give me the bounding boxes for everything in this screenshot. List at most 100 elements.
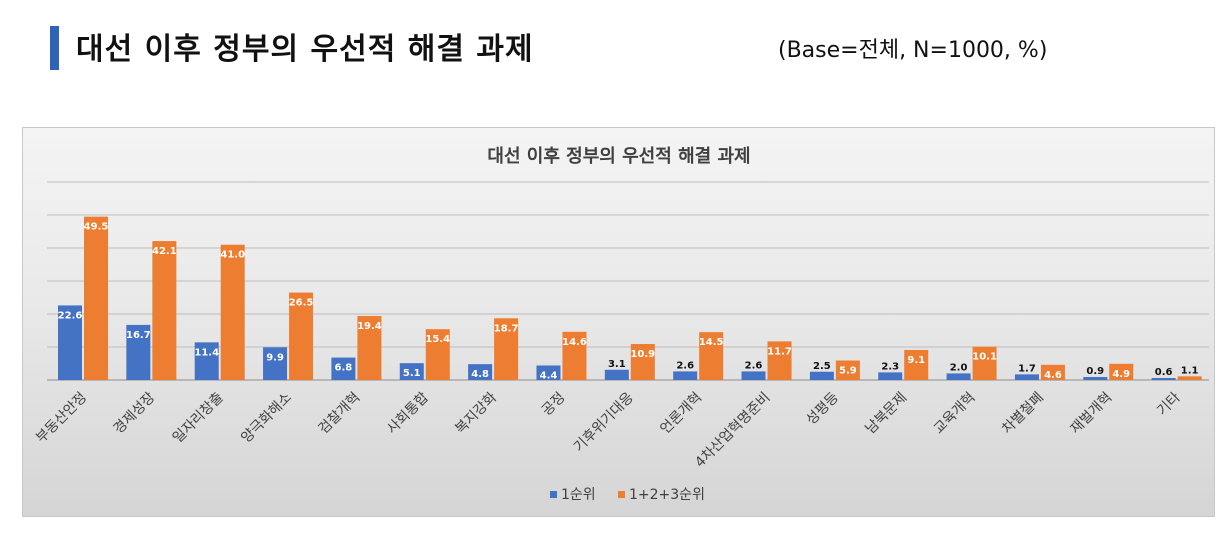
bar-rank123-11 <box>767 341 792 380</box>
data-label: 1.1 <box>1181 365 1199 376</box>
bar-rank1-4 <box>263 347 288 380</box>
bar-rank1-8 <box>536 365 561 380</box>
data-label: 16.7 <box>126 330 151 341</box>
data-label: 22.6 <box>58 310 83 321</box>
tick-label: 기타 <box>1154 389 1184 419</box>
bar-rank123-3 <box>220 244 245 380</box>
data-label: 4.8 <box>471 369 489 380</box>
data-label: 9.1 <box>907 355 925 366</box>
data-label: 5.9 <box>839 366 857 377</box>
data-label: 5.1 <box>403 368 421 379</box>
base-note: (Base=전체, N=1000, %) <box>778 38 1048 63</box>
bar-rank1-14 <box>946 373 971 380</box>
legend-swatch <box>550 491 557 498</box>
bar-rank123-5 <box>357 315 382 380</box>
bar-rank1-5 <box>331 357 356 380</box>
tick-label: 검찰개혁 <box>316 390 364 438</box>
legend-label: 1순위 <box>561 487 596 503</box>
bar-rank1-16 <box>1083 377 1108 380</box>
chart-area: 대선 이후 정부의 우선적 해결 과제 22.6 49.5 16.7 42.1 11.4… <box>22 127 1215 517</box>
bar-rank1-11 <box>741 371 766 380</box>
data-label: 9.9 <box>266 352 284 363</box>
bar-rank1-9 <box>604 369 629 380</box>
category-tick-labels: 부동산안정 경제성장 일자리창출 양극화해소 검찰개혁 사회통합 복지강화 공정 기후위기대응 언… <box>33 389 1184 470</box>
data-label: 0.9 <box>1086 366 1104 377</box>
bar-rank123-9 <box>630 344 655 380</box>
data-label: 2.6 <box>676 360 694 371</box>
data-label: 1.7 <box>1018 363 1036 374</box>
tick-label: 일자리창출 <box>170 389 227 446</box>
data-label: 2.3 <box>881 361 899 372</box>
bar-rank123-7 <box>494 318 519 380</box>
tick-label: 사회통합 <box>384 389 432 437</box>
tick-label: 언론개혁 <box>657 390 705 438</box>
data-label: 11.4 <box>194 347 219 358</box>
bar-rank123-12 <box>835 360 860 380</box>
data-label: 14.6 <box>562 337 587 348</box>
tick-label: 경제성장 <box>111 389 159 437</box>
data-label: 15.4 <box>425 334 450 345</box>
bar-rank123-6 <box>425 329 450 380</box>
tick-label: 양극화해소 <box>238 389 295 446</box>
tick-label: 교육개혁 <box>931 390 979 438</box>
bar-rank1-13 <box>878 372 903 380</box>
page-header: 대선 이후 정부의 우선적 해결 과제 (Base=전체, N=1000, %) <box>0 0 1232 110</box>
bar-rank1-7 <box>468 364 493 380</box>
data-label: 14.5 <box>699 337 724 348</box>
bar-rank1-12 <box>809 371 834 380</box>
data-label: 49.5 <box>84 222 109 233</box>
bar-rank1-15 <box>1014 374 1039 380</box>
data-label: 42.1 <box>152 246 177 257</box>
bar-rank123-16 <box>1109 363 1134 380</box>
bar-rank123-13 <box>904 349 929 380</box>
bar-rank123-14 <box>972 346 997 380</box>
legend-label: 1+2+3순위 <box>629 487 705 503</box>
legend-swatch <box>618 491 625 498</box>
data-label: 10.1 <box>972 352 997 363</box>
bar-rank1-6 <box>399 363 424 380</box>
data-label: 18.7 <box>494 323 519 334</box>
page-title: 대선 이후 정부의 우선적 해결 과제 <box>76 32 534 67</box>
data-label: 19.4 <box>357 321 382 332</box>
data-label: 2.5 <box>813 361 831 372</box>
legend: 1순위 1+2+3순위 <box>550 487 705 503</box>
data-label: 6.8 <box>335 363 353 374</box>
tick-label: 공정 <box>539 390 569 420</box>
data-labels: 22.6 49.5 16.7 42.1 11.4 41.0 9.9 26.5 6.8 19.4 5.… <box>58 222 1199 382</box>
data-label: 4.4 <box>540 370 558 381</box>
data-label: 4.6 <box>1044 370 1062 381</box>
data-label: 26.5 <box>289 298 314 309</box>
bar-rank1-1 <box>58 305 82 380</box>
bar-rank1-2 <box>126 324 151 380</box>
bars <box>58 216 1202 380</box>
bar-rank123-2 <box>152 241 177 380</box>
tick-label: 복지강화 <box>452 389 500 437</box>
data-label: 41.0 <box>220 250 245 261</box>
tick-label: 4차산업혁명준비 <box>692 390 773 471</box>
data-label: 2.0 <box>950 362 968 373</box>
data-label: 3.1 <box>608 359 626 370</box>
data-label: 11.7 <box>767 346 792 357</box>
tick-label: 재벌개혁 <box>1068 390 1116 438</box>
tick-label: 부동산안정 <box>33 390 90 447</box>
data-label: 2.6 <box>745 360 763 371</box>
tick-label: 성평등 <box>803 389 842 428</box>
bar-rank123-1 <box>84 216 108 380</box>
tick-label: 차별철폐 <box>999 390 1047 438</box>
tick-label: 남북문제 <box>862 390 910 438</box>
tick-label: 기후위기대응 <box>571 389 637 455</box>
data-label: 4.9 <box>1112 369 1130 380</box>
bar-rank123-17 <box>1177 376 1202 380</box>
title-accent-bar <box>50 26 59 70</box>
bar-rank1-17 <box>1151 378 1176 380</box>
chart-title: 대선 이후 정부의 우선적 해결 과제 <box>487 146 750 167</box>
bar-rank1-10 <box>673 371 698 380</box>
data-label: 0.6 <box>1155 367 1173 378</box>
data-label: 10.9 <box>630 349 655 360</box>
bar-rank123-10 <box>699 332 724 380</box>
bar-rank123-8 <box>562 331 587 380</box>
bar-rank123-15 <box>1040 364 1065 380</box>
bar-rank1-3 <box>194 342 219 380</box>
bar-chart: 대선 이후 정부의 우선적 해결 과제 22.6 49.5 16.7 42.1 11.4… <box>33 146 1209 503</box>
bar-rank123-4 <box>289 292 314 380</box>
